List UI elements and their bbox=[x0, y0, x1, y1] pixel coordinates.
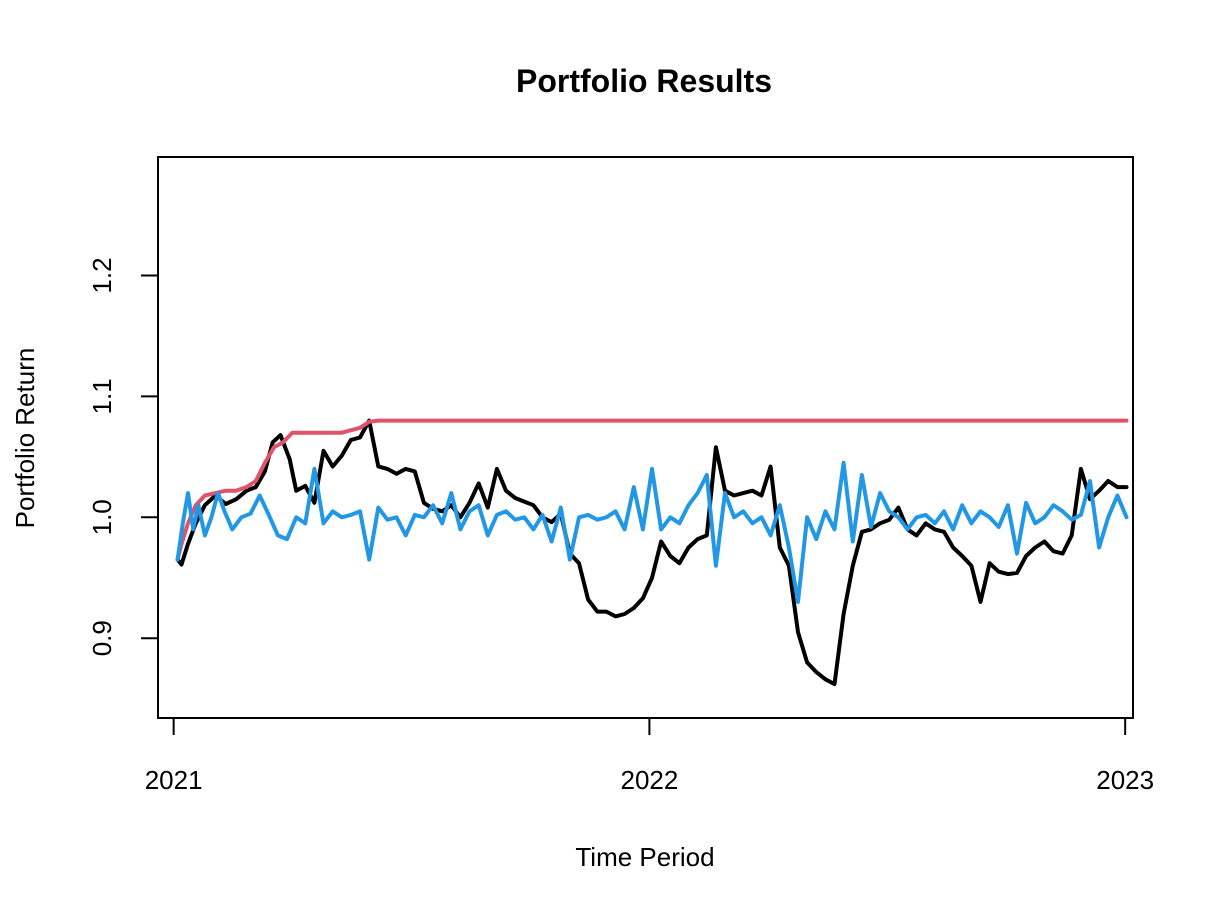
series-line-1 bbox=[175, 418, 1129, 687]
y-axis: 0.9 1.0 1.1 1.2 bbox=[87, 257, 159, 656]
y-tick-label: 1.0 bbox=[87, 499, 117, 535]
x-axis: 2021 2022 2023 bbox=[145, 717, 1154, 795]
y-tick-label: 1.2 bbox=[87, 257, 117, 293]
x-axis-label: Time Period bbox=[575, 842, 714, 872]
x-tick-label: 2023 bbox=[1096, 765, 1154, 795]
x-tick-label: 2022 bbox=[620, 765, 678, 795]
series-layer bbox=[175, 418, 1129, 687]
chart-title: Portfolio Results bbox=[516, 63, 772, 99]
series-line-3 bbox=[175, 460, 1129, 604]
series-line-2 bbox=[175, 418, 1129, 562]
y-tick-label: 1.1 bbox=[87, 378, 117, 414]
y-axis-label: Portfolio Return bbox=[10, 348, 40, 529]
plot-frame bbox=[157, 156, 1134, 719]
y-tick-label: 0.9 bbox=[87, 620, 117, 656]
x-tick-label: 2021 bbox=[145, 765, 203, 795]
